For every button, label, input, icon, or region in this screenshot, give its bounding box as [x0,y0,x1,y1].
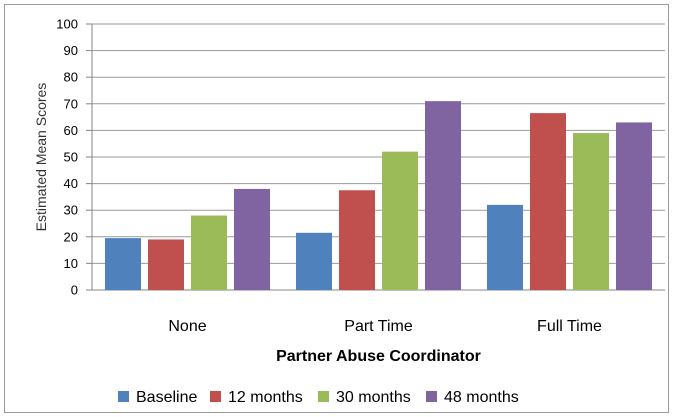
y-tick-label: 60 [64,123,78,138]
y-tick-label: 70 [64,96,78,111]
bar [105,238,141,290]
bar [382,151,418,290]
legend-swatch [210,391,221,402]
legend-label: 48 months [444,389,519,406]
y-axis-ticks: 0 10 20 30 40 50 60 70 80 90 100 [56,17,78,298]
legend: Baseline 12 months 30 months 48 months [118,389,519,406]
bar [425,101,461,290]
legend-swatch [426,391,437,402]
bar [530,113,566,290]
y-tick-label: 50 [64,150,78,165]
y-tick-label: 20 [64,229,78,244]
legend-swatch [118,391,129,402]
legend-label: 12 months [228,389,303,406]
bar [191,215,227,290]
bar [616,122,652,290]
legend-label: Baseline [136,389,197,406]
y-tick-label: 90 [64,43,78,58]
y-tick-label: 80 [64,70,78,85]
y-axis-label: Estimated Mean Scores [33,83,49,232]
bars [105,101,652,290]
y-tick-label: 100 [56,17,78,32]
bar [339,190,375,290]
gridlines [86,23,665,291]
bar [573,133,609,290]
x-tick-label: Part Time [344,318,413,335]
x-tick-label: Full Time [537,318,602,335]
legend-label: 30 months [336,389,411,406]
bar [234,188,270,290]
bar [296,232,332,290]
x-tick-label: None [168,318,206,335]
y-tick-label: 30 [64,203,78,218]
legend-swatch [318,391,329,402]
y-tick-label: 40 [64,176,78,191]
y-tick-label: 0 [71,283,78,298]
x-axis-ticks: None Part Time Full Time [168,318,602,335]
y-tick-label: 10 [64,256,78,271]
bar [487,204,523,290]
x-axis-label: Partner Abuse Coordinator [276,348,481,365]
bar [148,239,184,290]
